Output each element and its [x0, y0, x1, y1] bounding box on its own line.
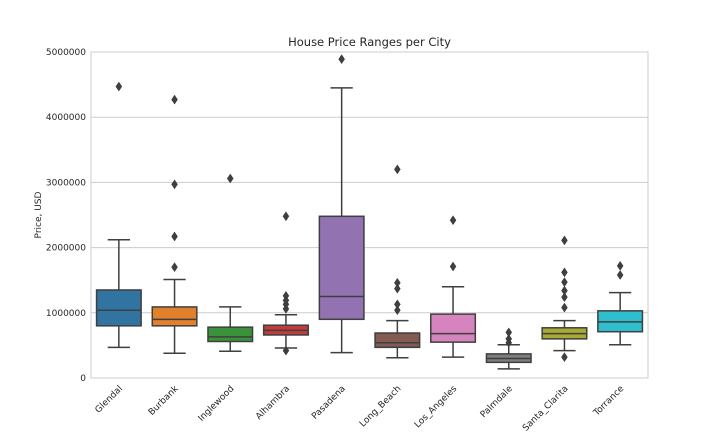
outlier-point [171, 179, 178, 190]
outlier-point [561, 285, 568, 296]
outlier-point [394, 299, 401, 310]
outlier-point [561, 302, 568, 313]
x-tick-label: Pasadena [310, 384, 348, 422]
outlier-point [394, 283, 401, 294]
outlier-point [171, 262, 178, 273]
y-tick-label: 1000000 [46, 309, 86, 319]
y-axis-label: Price, USD [34, 191, 44, 238]
box-los-angeles [430, 215, 477, 358]
outlier-point [561, 292, 568, 303]
outlier-point [505, 333, 513, 344]
box-torrance [597, 260, 644, 346]
outlier-point [449, 261, 457, 272]
outlier-point [394, 305, 401, 316]
outlier-point [449, 215, 457, 226]
y-axis-ticks: 0 1000000 2000000 3000000 4000000 5000000 [46, 48, 86, 384]
box-pasadena [318, 54, 365, 354]
outlier-point [394, 277, 401, 288]
x-axis-ticks: Glendal Burbank Inglewood Alhambra Pasadena L… [94, 384, 627, 432]
box-long-beach [374, 164, 421, 359]
outlier-point [505, 327, 513, 338]
x-tick-label: Alhambra [254, 384, 292, 422]
y-tick-label: 3000000 [46, 178, 86, 188]
x-tick-label: Torrance [591, 384, 626, 419]
outlier-point [394, 164, 401, 175]
box-body [207, 326, 254, 343]
outlier-point [282, 211, 290, 222]
outlier-point [561, 235, 568, 246]
plot-area-frame [90, 51, 649, 379]
outlier-point [561, 277, 568, 288]
box-body [374, 332, 421, 349]
x-tick-label: Inglewood [197, 384, 237, 424]
x-tick-label: Glendal [94, 384, 125, 415]
outlier-point [171, 231, 178, 242]
outlier-point [338, 54, 345, 65]
outlier-point [561, 267, 568, 278]
outlier-point [282, 290, 290, 301]
box-glendal [95, 81, 142, 349]
x-tick-label: Long_Beach [358, 384, 403, 429]
outlier-point [171, 94, 178, 105]
x-tick-label: Los_Angeles [413, 384, 459, 430]
y-tick-label: 4000000 [46, 113, 86, 123]
outlier-point [616, 260, 624, 271]
box-body [318, 215, 365, 321]
y-tick-label: 5000000 [46, 48, 86, 58]
outlier-point [115, 81, 123, 92]
box-palmdale [485, 327, 532, 370]
x-tick-label: Palmdale [479, 384, 515, 420]
outlier-point [561, 352, 568, 363]
y-tick-label: 0 [80, 374, 86, 384]
chart-title: House Price Ranges per City [288, 35, 451, 49]
x-tick-label: Burbank [147, 384, 181, 418]
box-body [95, 289, 142, 327]
box-inglewood [207, 173, 254, 353]
x-tick-label: Santa_Clarita [521, 384, 571, 432]
y-tick-label: 2000000 [46, 244, 86, 254]
box-burbank [151, 94, 198, 354]
boxes-group [95, 54, 644, 370]
box-body [151, 306, 198, 327]
outlier-point [616, 270, 624, 280]
outlier-point [226, 173, 234, 184]
outlier-point [282, 345, 290, 356]
box-body [430, 313, 477, 343]
box-alhambra [262, 211, 309, 356]
box-santa-clarita [541, 235, 588, 363]
